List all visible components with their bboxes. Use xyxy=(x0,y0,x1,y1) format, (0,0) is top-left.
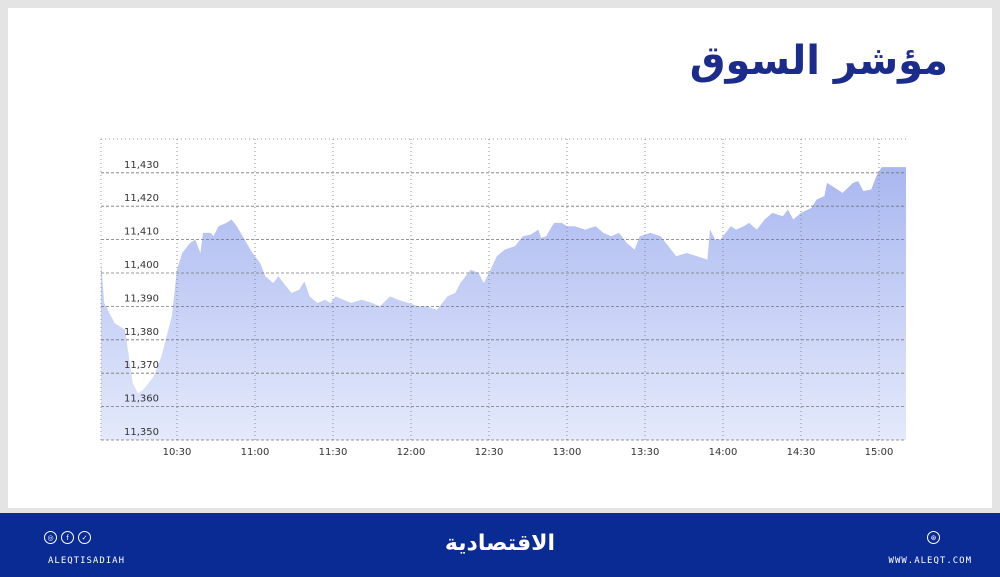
x-tick-label: 12:30 xyxy=(475,447,504,458)
y-tick-label: 11,430 xyxy=(124,160,159,171)
social-icons: ◎ f ✓ xyxy=(44,531,91,544)
instagram-icon[interactable]: ◎ xyxy=(44,531,57,544)
x-tick-label: 13:00 xyxy=(553,447,582,458)
market-index-chart: 11,350 11,360 11,370 11,380 11,390 11,400 11,4… xyxy=(100,138,906,458)
facebook-icon[interactable]: f xyxy=(61,531,74,544)
footer-bar: ◎ f ✓ ALEQTISADIAH الاقتصادية ⊛ WWW.ALEQ… xyxy=(0,513,1000,577)
chart-title: مؤشر السوق xyxy=(689,38,948,84)
y-tick-label: 11,400 xyxy=(124,260,159,271)
x-tick-label: 11:00 xyxy=(241,447,270,458)
y-tick-label: 11,410 xyxy=(124,227,159,238)
x-tick-label: 12:00 xyxy=(397,447,426,458)
x-tick-label: 15:00 xyxy=(865,447,894,458)
y-tick-label: 11,420 xyxy=(124,193,159,204)
x-tick-label: 10:30 xyxy=(163,447,192,458)
x-tick-label: 14:30 xyxy=(787,447,816,458)
index-area xyxy=(101,167,906,440)
globe-icon: ⊛ xyxy=(927,531,940,544)
twitter-icon[interactable]: ✓ xyxy=(78,531,91,544)
x-tick-label: 14:00 xyxy=(709,447,738,458)
y-tick-label: 11,380 xyxy=(124,327,159,338)
brand-logo: الاقتصادية xyxy=(444,531,556,556)
website-link[interactable]: WWW.ALEQT.COM xyxy=(888,556,972,566)
y-tick-label: 11,350 xyxy=(124,427,159,438)
y-tick-label: 11,370 xyxy=(124,360,159,371)
x-tick-label: 13:30 xyxy=(631,447,660,458)
social-handle: ALEQTISADIAH xyxy=(48,556,126,566)
y-tick-label: 11,390 xyxy=(124,293,159,304)
y-tick-label: 11,360 xyxy=(124,394,159,405)
x-tick-label: 11:30 xyxy=(319,447,348,458)
